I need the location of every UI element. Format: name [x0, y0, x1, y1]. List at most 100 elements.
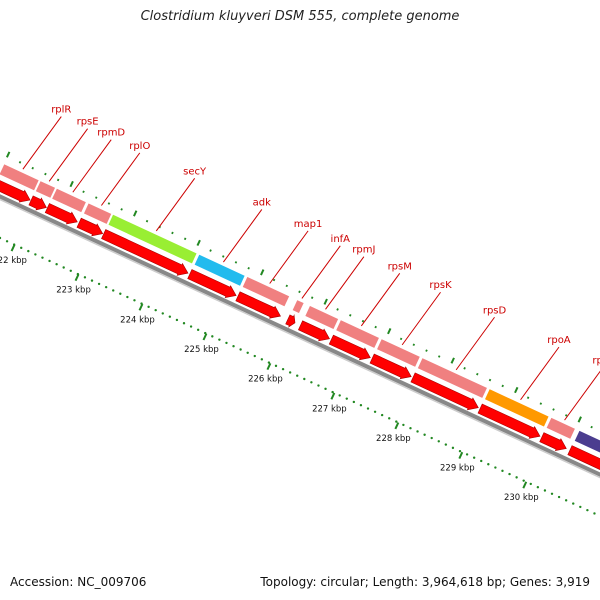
gene-box-rpsD	[416, 356, 489, 400]
gene-lane	[0, 163, 600, 454]
scale-dot	[409, 426, 412, 430]
scale-tick	[336, 308, 339, 311]
scale-tick	[44, 172, 47, 176]
label-leader-rpsE	[48, 128, 89, 182]
scale-tick	[234, 261, 238, 264]
scale-dot	[5, 240, 9, 243]
scale-tick	[183, 237, 187, 241]
kbp-label: 230 kbp	[504, 493, 539, 503]
cds-arrow-rpsK	[369, 353, 412, 380]
scale-tick	[577, 416, 582, 423]
kbp-tick	[138, 303, 144, 311]
scale-tick	[463, 367, 466, 370]
kbp-tick	[202, 333, 208, 341]
scale-dot	[253, 354, 256, 358]
cds-arrow-rpmJ	[298, 320, 330, 342]
cds-arrow-adk	[187, 269, 237, 299]
scale-tick	[590, 425, 593, 429]
label-leader-adk	[223, 209, 263, 263]
scale-tick	[539, 402, 543, 405]
gene-box-secY	[107, 213, 198, 265]
scale-dot	[352, 400, 356, 404]
scale-dot	[430, 436, 433, 440]
gene-box-rplO	[82, 202, 113, 226]
scale-dot	[557, 495, 561, 499]
label-leader-rpmD	[72, 139, 112, 193]
kbp-tick	[74, 273, 80, 282]
scale-dot	[501, 469, 504, 473]
gene-box-rpoA	[483, 387, 550, 428]
scale-dot	[133, 299, 136, 302]
scale-dot	[593, 512, 596, 515]
scale-tick	[196, 239, 201, 247]
scale-dot	[586, 508, 589, 512]
gene-label: rplQ	[592, 356, 600, 367]
scale-tick	[425, 349, 428, 352]
kbp-tick	[458, 451, 464, 459]
scale-dot	[288, 371, 292, 374]
scale-dot	[331, 390, 334, 394]
label-leader-rpsM	[360, 273, 401, 327]
scale-tick	[247, 266, 250, 270]
scale-tick	[69, 180, 74, 188]
label-leader-rplR	[22, 116, 62, 170]
cds-arrow-rpoA	[477, 403, 541, 439]
scale-tick	[95, 196, 98, 199]
scale-dot	[48, 259, 51, 263]
scale-dot	[104, 285, 108, 289]
scale-tick	[171, 231, 174, 235]
kbp-tick	[330, 392, 336, 400]
gene-label: rplR	[51, 105, 71, 116]
scale-tick	[412, 343, 416, 347]
label-leader-rpsK	[401, 291, 441, 346]
gene-label: secY	[183, 166, 207, 177]
gene-box-adk	[193, 253, 246, 288]
kbp-tick	[522, 481, 528, 489]
scale-dot	[472, 456, 476, 459]
gene-box-infA	[291, 298, 305, 315]
cds-arrow-rplQ	[539, 432, 567, 452]
scale-dot	[168, 315, 172, 318]
gene-box-rpmD	[50, 187, 88, 214]
scale-dot	[20, 246, 23, 250]
scale-dot	[281, 367, 285, 371]
scale-dot	[572, 502, 575, 505]
kbp-label: 222 kbp	[0, 256, 27, 266]
scale-dot	[232, 345, 235, 348]
scale-tick	[526, 396, 530, 400]
scale-dot	[423, 433, 426, 436]
genome-title: Clostridium kluyveri DSM 555, complete g…	[140, 9, 460, 24]
gene-box-rpsK	[375, 337, 422, 369]
scale-tick	[387, 328, 392, 335]
scale-dot	[0, 236, 2, 240]
scale-dot	[225, 341, 228, 345]
scale-dot	[494, 466, 497, 469]
gene-label: rpsE	[77, 117, 99, 128]
gene-box-rpsE	[34, 179, 57, 200]
scale-dot	[182, 322, 186, 325]
scale-tick	[476, 372, 479, 376]
scale-dot	[380, 413, 384, 417]
kbp-label: 227 kbp	[312, 404, 347, 414]
topology-summary: Topology: circular; Length: 3,964,618 bp…	[260, 575, 590, 589]
scale-tick	[552, 408, 555, 411]
scale-outer-ticks	[5, 151, 593, 429]
cds-arrow-rplR	[0, 180, 31, 203]
scale-tick	[120, 208, 123, 211]
scale-tick	[564, 414, 568, 417]
scale-dot	[27, 249, 30, 253]
scale-tick	[31, 166, 34, 170]
scale-tick	[107, 202, 111, 205]
kbp-tick	[394, 422, 400, 430]
scale-dot	[34, 253, 37, 256]
scale-dot	[112, 289, 115, 292]
scale-dot	[246, 351, 249, 354]
scale-dot	[451, 446, 455, 450]
scale-dot	[359, 404, 363, 407]
scale-dot	[196, 328, 200, 332]
scale-dot	[550, 492, 554, 495]
label-leader-secY	[155, 178, 196, 232]
scale-tick	[399, 337, 403, 341]
scale-tick	[450, 357, 455, 364]
